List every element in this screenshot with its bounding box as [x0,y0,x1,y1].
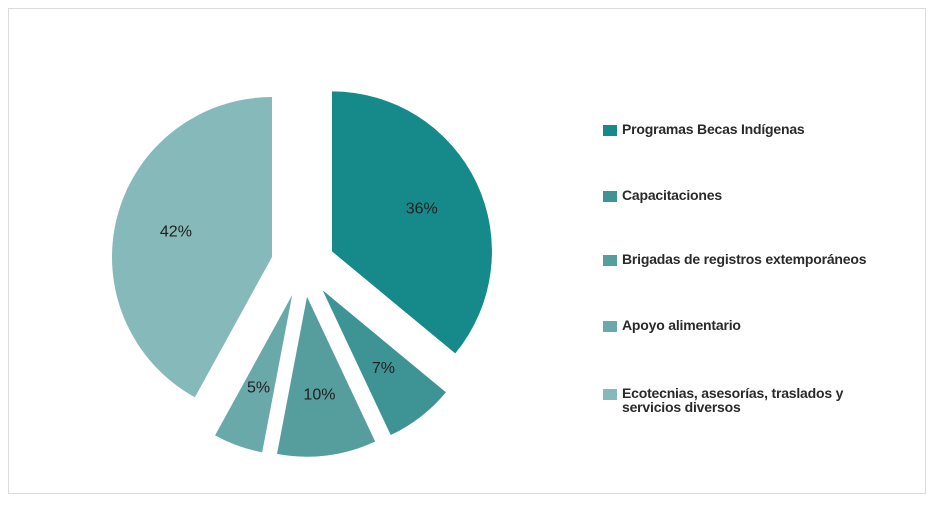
legend-swatch [603,255,617,266]
legend-swatch [603,321,617,332]
legend-swatch [603,125,617,136]
slice-label: 10% [303,386,335,403]
slice-label: 36% [406,200,438,217]
legend-item: Ecotecnias, asesorías, traslados y servi… [603,386,903,414]
pie-slice [331,91,492,354]
legend-swatch [603,389,617,400]
legend-text: Ecotecnias, asesorías, traslados y servi… [622,385,844,415]
legend-item: Capacitaciones [603,188,903,202]
legend-item: Programas Becas Indígenas [603,122,903,136]
slice-label: 42% [160,224,192,241]
legend-item: Apoyo alimentario [603,318,903,332]
legend-text: Programas Becas Indígenas [622,121,805,137]
legend-swatch [603,191,617,202]
pie-slice [215,295,293,453]
legend-text: Brigadas de registros extemporáneos [622,251,867,267]
slice-label: 5% [247,380,270,397]
legend-text: Capacitaciones [622,187,722,203]
slice-label: 7% [372,360,395,377]
legend-item: Brigadas de registros extemporáneos [603,252,903,266]
legend-text: Apoyo alimentario [622,317,741,333]
pie-slice [322,290,446,436]
pie-slice [112,97,273,398]
pie-slice [277,296,376,457]
